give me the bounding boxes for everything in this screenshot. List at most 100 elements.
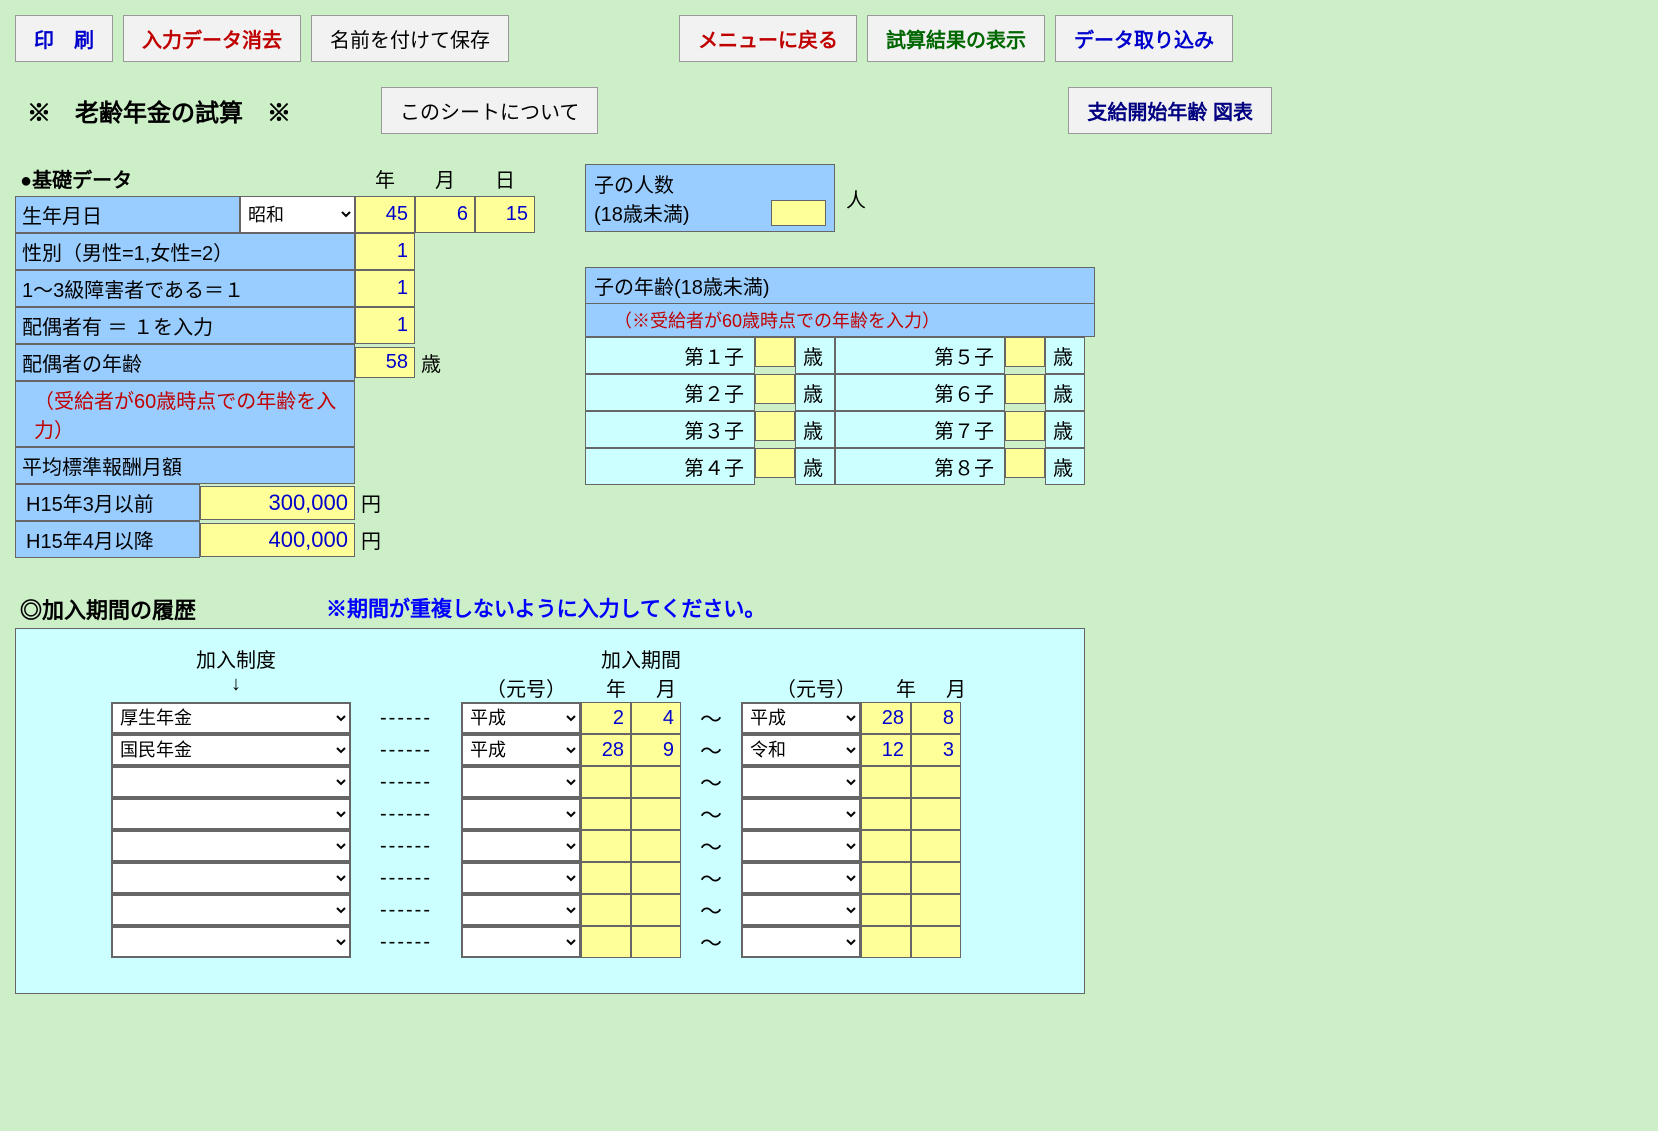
hist-m1-input[interactable] [631,830,681,862]
hist-m2-input[interactable]: 3 [911,734,961,766]
hist-era1-select[interactable] [462,863,580,893]
hist-m1-input[interactable] [631,798,681,830]
sex-input[interactable]: 1 [355,233,415,270]
hist-era2-select[interactable] [742,895,860,925]
hist-system-select[interactable]: 厚生年金 [112,703,350,733]
tilde: ～ [681,862,741,894]
hist-y1-input[interactable]: 28 [581,734,631,766]
age-chart-button[interactable]: 支給開始年齢 図表 [1068,87,1272,134]
child-age-input-c2[interactable] [755,374,795,404]
hist-era2-select[interactable] [742,927,860,957]
hist-y1-input[interactable] [581,926,631,958]
child-age-input-c4[interactable] [755,448,795,478]
hist-y1-input[interactable] [581,766,631,798]
birth-month-input[interactable]: 6 [415,196,475,233]
hist-era1-select[interactable] [462,767,580,797]
hist-m2-input[interactable] [911,766,961,798]
hist-era-head: （元号） [461,673,591,702]
history-note: ※期間が重複しないように入力してください。 [326,593,765,625]
hist-y2-input[interactable] [861,894,911,926]
hist-era2-select[interactable]: 平成 [742,703,860,733]
hist-y2-input[interactable] [861,862,911,894]
hist-system-select[interactable] [112,799,350,829]
print-button[interactable]: 印 刷 [15,15,113,62]
hist-era2-select[interactable] [742,831,860,861]
hist-m1-input[interactable] [631,766,681,798]
hist-y2-input[interactable] [861,830,911,862]
hist-m2-input[interactable] [911,894,961,926]
hist-m1-input[interactable] [631,894,681,926]
hist-era1-select[interactable]: 平成 [462,735,580,765]
hist-system-select[interactable] [112,831,350,861]
hist-era1-select[interactable] [462,799,580,829]
hist-m1-input[interactable]: 9 [631,734,681,766]
child-label-c4: 第４子 [585,448,755,485]
hist-y2-input[interactable] [861,798,911,830]
import-button[interactable]: データ取り込み [1055,15,1233,62]
hist-y2-input[interactable] [861,766,911,798]
child-label-c6: 第６子 [835,374,1005,411]
year-header: 年 [355,164,415,196]
hist-era1-select[interactable] [462,927,580,957]
hist-m1-input[interactable]: 4 [631,702,681,734]
about-button[interactable]: このシートについて [381,87,598,134]
child-age-input-c6[interactable] [1005,374,1045,404]
hist-y2-input[interactable] [861,926,911,958]
hist-m2-input[interactable] [911,830,961,862]
spouse-input[interactable]: 1 [355,307,415,344]
child-age-head: 子の年齢(18歳未満) [585,267,1095,304]
hist-m2-input[interactable] [911,862,961,894]
hist-y2-input[interactable]: 28 [861,702,911,734]
hist-m2-input[interactable] [911,926,961,958]
hist-era1-select[interactable] [462,895,580,925]
hist-era2-select[interactable]: 令和 [742,735,860,765]
hist-m2-input[interactable]: 8 [911,702,961,734]
hist-m2-input[interactable] [911,798,961,830]
hist-y2-input[interactable]: 12 [861,734,911,766]
hist-y1-input[interactable]: 2 [581,702,631,734]
hist-y1-input[interactable] [581,798,631,830]
yen-unit: 円 [355,485,395,520]
hist-era1-select[interactable]: 平成 [462,703,580,733]
birth-year-input[interactable]: 45 [355,196,415,233]
salary-label: 平均標準報酬月額 [15,447,355,484]
children-count-input[interactable] [771,200,826,226]
result-button[interactable]: 試算結果の表示 [867,15,1045,62]
hist-system-select[interactable] [112,927,350,957]
child-age-input-c1[interactable] [755,337,795,367]
hist-m1-input[interactable] [631,862,681,894]
save-button[interactable]: 名前を付けて保存 [311,15,509,62]
salary-before-input[interactable]: 300,000 [200,486,355,520]
hist-era1-select[interactable] [462,831,580,861]
hist-system-select[interactable]: 国民年金 [112,735,350,765]
children-count-head: 子の人数 [594,169,826,198]
dashes: ------ [351,803,461,826]
child-age-input-c8[interactable] [1005,448,1045,478]
hist-era2-select[interactable] [742,799,860,829]
hist-system-head: 加入制度 [111,644,361,673]
salary-after-input[interactable]: 400,000 [200,523,355,557]
hist-era2-select[interactable] [742,863,860,893]
hist-system-select[interactable] [112,895,350,925]
menu-button[interactable]: メニューに戻る [679,15,857,62]
spouse-age-input[interactable]: 58 [355,347,415,378]
spouse-age-label: 配偶者の年齢 [15,344,355,381]
child-age-input-c5[interactable] [1005,337,1045,367]
sai-unit: 歳 [415,345,455,380]
tilde: ～ [681,926,741,958]
hist-era2-select[interactable] [742,767,860,797]
disability-input[interactable]: 1 [355,270,415,307]
hist-y1-input[interactable] [581,862,631,894]
hist-system-select[interactable] [112,863,350,893]
era-select[interactable]: 昭和 [240,196,355,233]
hist-y1-input[interactable] [581,830,631,862]
hist-m1-input[interactable] [631,926,681,958]
child-age-input-c3[interactable] [755,411,795,441]
disability-label: 1～3級障害者である＝１ [15,270,355,307]
hist-y1-input[interactable] [581,894,631,926]
hist-system-select[interactable] [112,767,350,797]
sai-unit: 歳 [1045,374,1085,411]
child-age-input-c7[interactable] [1005,411,1045,441]
clear-button[interactable]: 入力データ消去 [123,15,301,62]
birth-day-input[interactable]: 15 [475,196,535,233]
